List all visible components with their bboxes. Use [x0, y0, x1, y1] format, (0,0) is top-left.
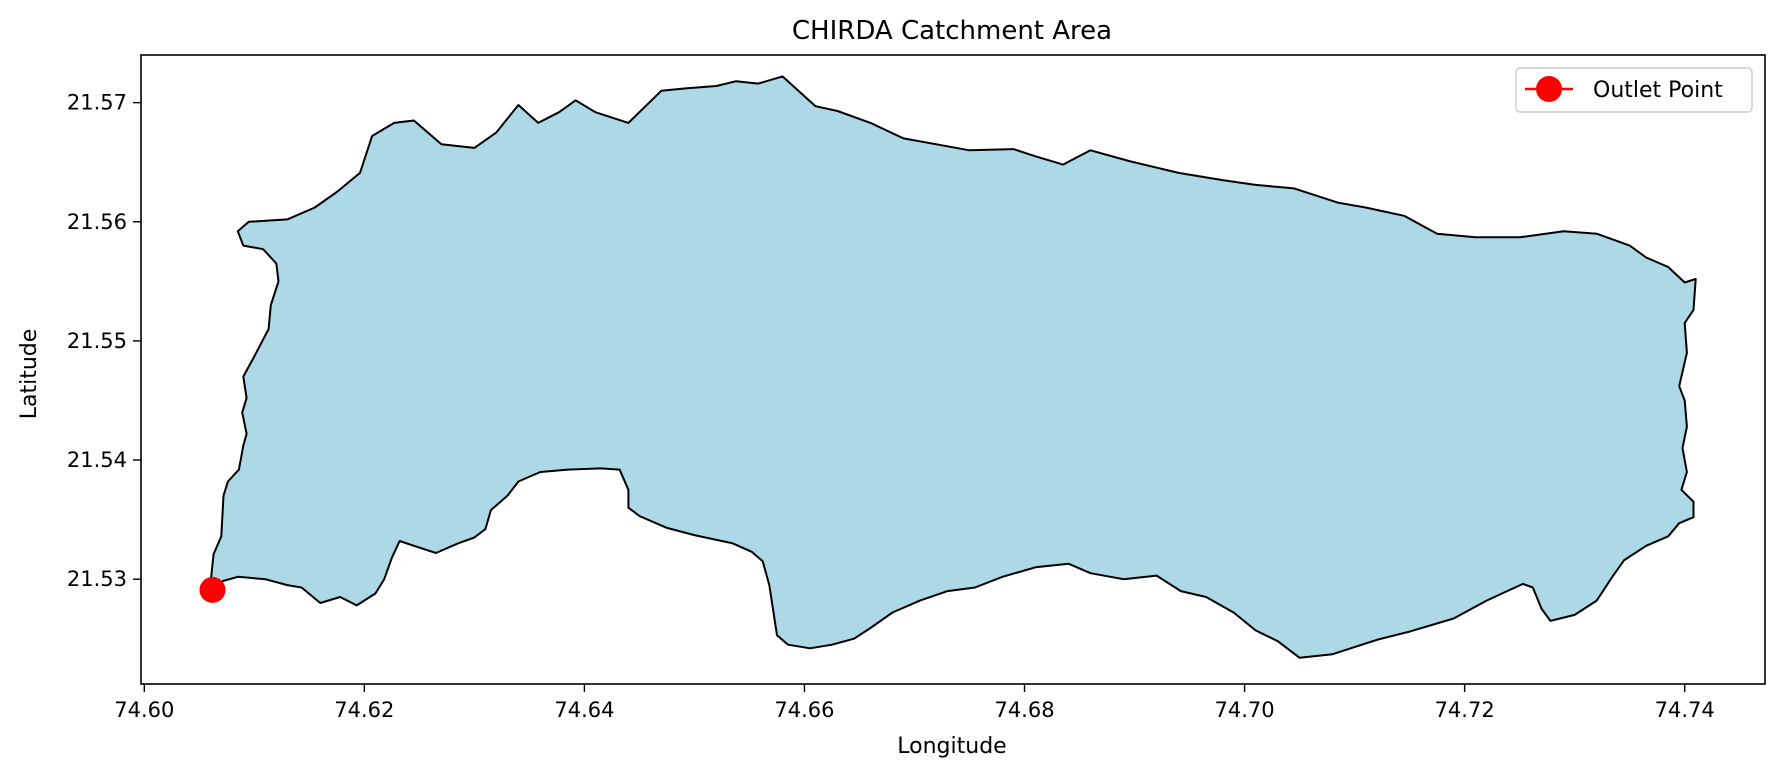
y-axis: 21.53 21.54 21.55 21.56 21.57: [67, 91, 141, 591]
legend-marker-outlet: [1536, 76, 1562, 102]
y-tick-label: 21.53: [67, 567, 127, 591]
catchment-polygon: [209, 75, 1697, 659]
plot-area: [199, 75, 1697, 659]
x-tick-label: 74.74: [1655, 698, 1715, 722]
x-tick-label: 74.60: [114, 698, 174, 722]
y-tick-label: 21.56: [67, 210, 127, 234]
x-tick-label: 74.66: [774, 698, 834, 722]
chart-title: CHIRDA Catchment Area: [792, 16, 1112, 46]
x-tick-label: 74.70: [1215, 698, 1275, 722]
x-tick-label: 74.72: [1435, 698, 1495, 722]
x-tick-label: 74.64: [554, 698, 614, 722]
y-tick-label: 21.54: [67, 448, 127, 472]
legend[interactable]: Outlet Point: [1515, 67, 1753, 113]
x-tick-label: 74.68: [994, 698, 1054, 722]
legend-box: [1515, 67, 1753, 113]
outlet-point-marker: [199, 576, 226, 603]
y-tick-label: 21.57: [67, 91, 127, 115]
legend-label-outlet: Outlet Point: [1593, 78, 1723, 103]
x-tick-label: 74.62: [334, 698, 394, 722]
y-axis-label: Latitude: [17, 329, 42, 420]
x-axis-label: Longitude: [897, 734, 1006, 759]
x-axis: 74.60 74.62 74.64 74.66 74.68 74.70 74.72 74.74: [114, 684, 1715, 722]
y-tick-label: 21.55: [67, 329, 127, 353]
axes-frame: [140, 54, 1766, 685]
